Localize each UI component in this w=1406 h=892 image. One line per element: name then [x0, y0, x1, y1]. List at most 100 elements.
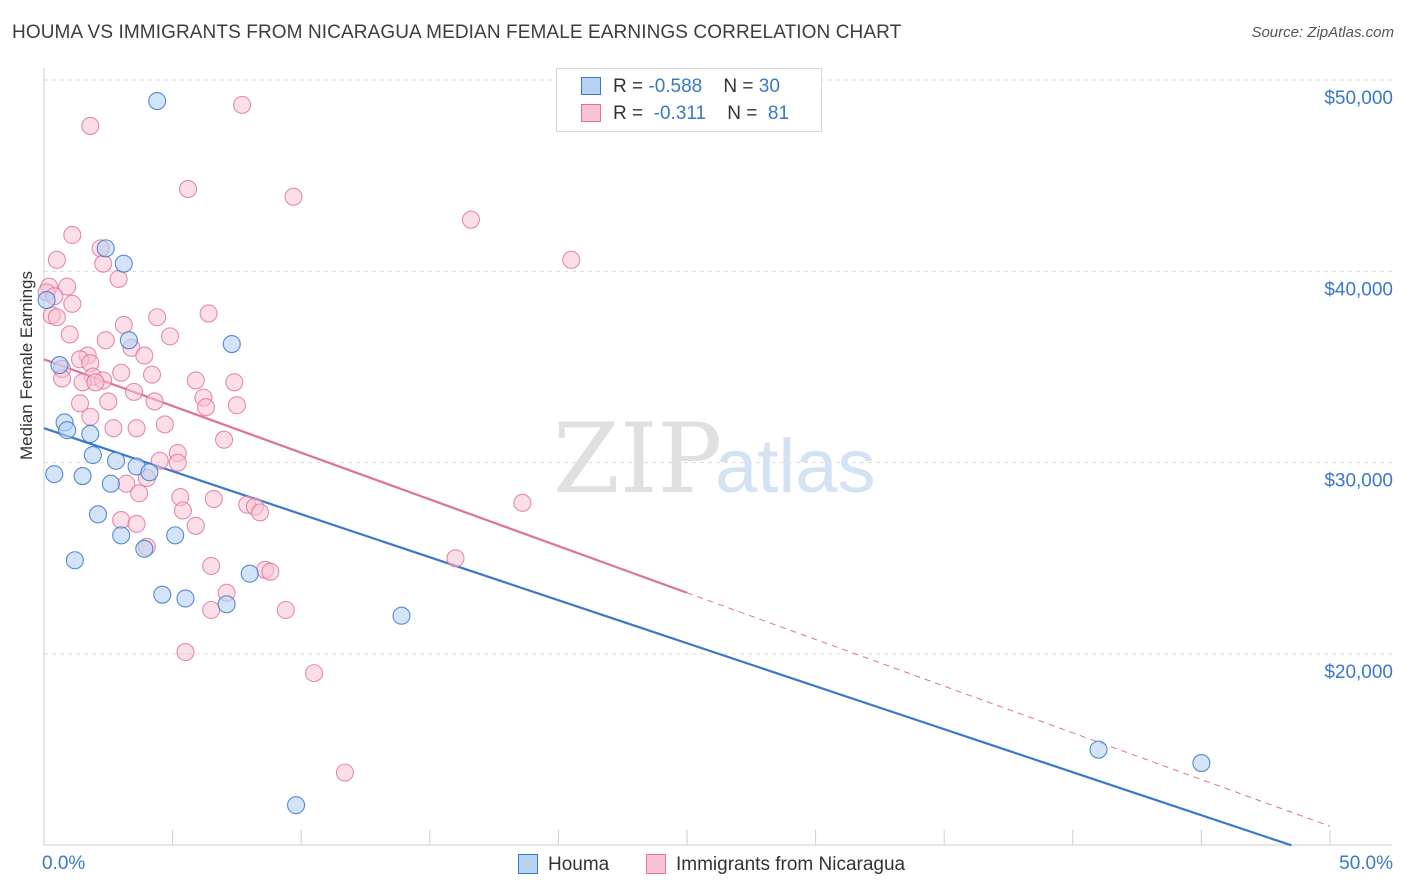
houma-point-10 — [83, 445, 102, 465]
legend-r-label-nicaragua: R = — [613, 103, 649, 124]
axes — [43, 68, 1392, 846]
houma-point-2 — [96, 239, 115, 258]
y-tick-label-3: $50,000 — [1324, 88, 1393, 109]
y-tick-label-0: $20,000 — [1324, 662, 1393, 683]
nicaragua-point-52 — [150, 451, 169, 470]
legend-r-value-houma: -0.588 — [648, 76, 703, 97]
y-tick-label-2: $40,000 — [1324, 279, 1393, 300]
nicaragua-point-19 — [148, 308, 167, 327]
nicaragua-point-10 — [109, 269, 128, 289]
watermark-zip: ZIP — [553, 403, 722, 515]
nicaragua-point-64 — [112, 511, 131, 530]
nicaragua-point-43 — [70, 394, 90, 413]
nicaragua-point-16 — [199, 304, 218, 323]
nicaragua-point-25 — [135, 346, 154, 365]
houma-point-1 — [114, 254, 133, 273]
houma-point-28 — [1192, 754, 1211, 773]
nicaragua-point-2 — [178, 180, 198, 199]
nicaragua-point-56 — [130, 484, 149, 503]
houma-point-11 — [106, 451, 126, 470]
legend-n-label-houma: N = — [723, 76, 759, 97]
nicaragua-point-4 — [461, 210, 481, 229]
nicaragua-point-0 — [232, 95, 252, 114]
nicaragua-point-15 — [63, 294, 82, 313]
houma-point-15 — [73, 467, 92, 486]
nicaragua-point-39 — [124, 382, 144, 401]
chart-title: HOUMA VS IMMIGRANTS FROM NICARAGUA MEDIA… — [12, 22, 902, 43]
nicaragua-point-21 — [60, 325, 79, 344]
houma-point-8 — [58, 421, 77, 440]
nicaragua-point-63 — [250, 503, 270, 522]
correlation-legend: R = -0.588 N = 30 R = -0.311 N = 81 — [556, 68, 822, 132]
nicaragua-point-41 — [145, 392, 164, 411]
legend-n-value-nicaragua: 81 — [767, 103, 790, 124]
nicaragua-trend-extension — [686, 592, 1331, 827]
nicaragua-point-48 — [104, 419, 123, 438]
houma-point-25 — [217, 595, 236, 614]
watermark-atlas: atlas — [715, 424, 876, 509]
watermark: ZIP atlas — [553, 403, 876, 515]
nicaragua-point-76 — [305, 664, 324, 683]
houma-point-19 — [112, 526, 131, 545]
nicaragua-point-75 — [176, 643, 195, 662]
houma-point-22 — [240, 564, 259, 583]
nicaragua-point-69 — [202, 556, 221, 576]
nicaragua-point-30 — [112, 363, 131, 382]
houma-point-29 — [287, 796, 306, 815]
nicaragua-point-42 — [99, 392, 118, 411]
nicaragua-point-18 — [47, 308, 66, 327]
series-label-nicaragua: Immigrants from Nicaragua — [676, 854, 906, 875]
x-tick-label-0: 0.0% — [42, 853, 85, 874]
nicaragua-point-36 — [225, 373, 244, 392]
nicaragua-point-77 — [335, 763, 354, 782]
houma-point-5 — [222, 334, 241, 354]
legend-n-value-houma: 30 — [758, 76, 780, 97]
nicaragua-point-53 — [168, 453, 187, 472]
houma-point-9 — [81, 424, 100, 444]
nicaragua-point-47 — [155, 415, 174, 434]
houma-point-16 — [101, 474, 120, 493]
legend-swatch-houma — [581, 77, 601, 95]
houma-point-13 — [140, 463, 159, 482]
nicaragua-point-22 — [160, 327, 180, 346]
series-legend: Houma Immigrants from Nicaragua — [0, 852, 1406, 878]
nicaragua-point-20 — [114, 315, 133, 334]
houma-points — [37, 91, 1211, 815]
nicaragua-point-65 — [127, 514, 146, 533]
series-label-houma: Houma — [548, 854, 610, 875]
houma-point-21 — [65, 551, 84, 570]
series-swatch-houma — [518, 854, 538, 874]
nicaragua-point-50 — [214, 430, 234, 449]
nicaragua-point-7 — [562, 250, 581, 269]
nicaragua-points — [37, 95, 581, 782]
nicaragua-point-9 — [94, 254, 113, 273]
nicaragua-point-5 — [63, 225, 82, 245]
legend-n-label-nicaragua: N = — [727, 103, 763, 124]
nicaragua-point-59 — [513, 493, 532, 512]
nicaragua-point-12 — [58, 277, 77, 296]
nicaragua-point-3 — [284, 187, 303, 206]
y-axis-label: Median Female Earnings — [17, 271, 36, 460]
nicaragua-point-8 — [47, 250, 66, 269]
houma-point-26 — [392, 606, 411, 625]
nicaragua-point-35 — [186, 371, 205, 390]
nicaragua-point-73 — [202, 600, 221, 620]
houma-point-24 — [176, 589, 195, 608]
x-tick-label-1: 50.0% — [1339, 853, 1393, 874]
legend-r-value-nicaragua: -0.311 — [653, 103, 707, 124]
nicaragua-point-23 — [96, 331, 115, 350]
legend-swatch-nicaragua — [581, 104, 601, 122]
houma-point-23 — [153, 585, 172, 604]
houma-point-17 — [88, 505, 108, 524]
houma-point-6 — [119, 331, 138, 350]
nicaragua-point-58 — [204, 489, 223, 509]
houma-point-18 — [166, 526, 185, 545]
nicaragua-point-44 — [227, 396, 246, 415]
houma-point-3 — [37, 290, 56, 310]
houma-point-14 — [45, 465, 64, 484]
legend-r-label-houma: R = — [613, 76, 649, 97]
tick-labels: $20,000 $30,000 $40,000 $50,000 0.0% 50.0% — [42, 88, 1393, 874]
nicaragua-point-38 — [86, 373, 105, 392]
nicaragua-point-46 — [81, 407, 100, 426]
nicaragua-point-45 — [196, 398, 216, 417]
